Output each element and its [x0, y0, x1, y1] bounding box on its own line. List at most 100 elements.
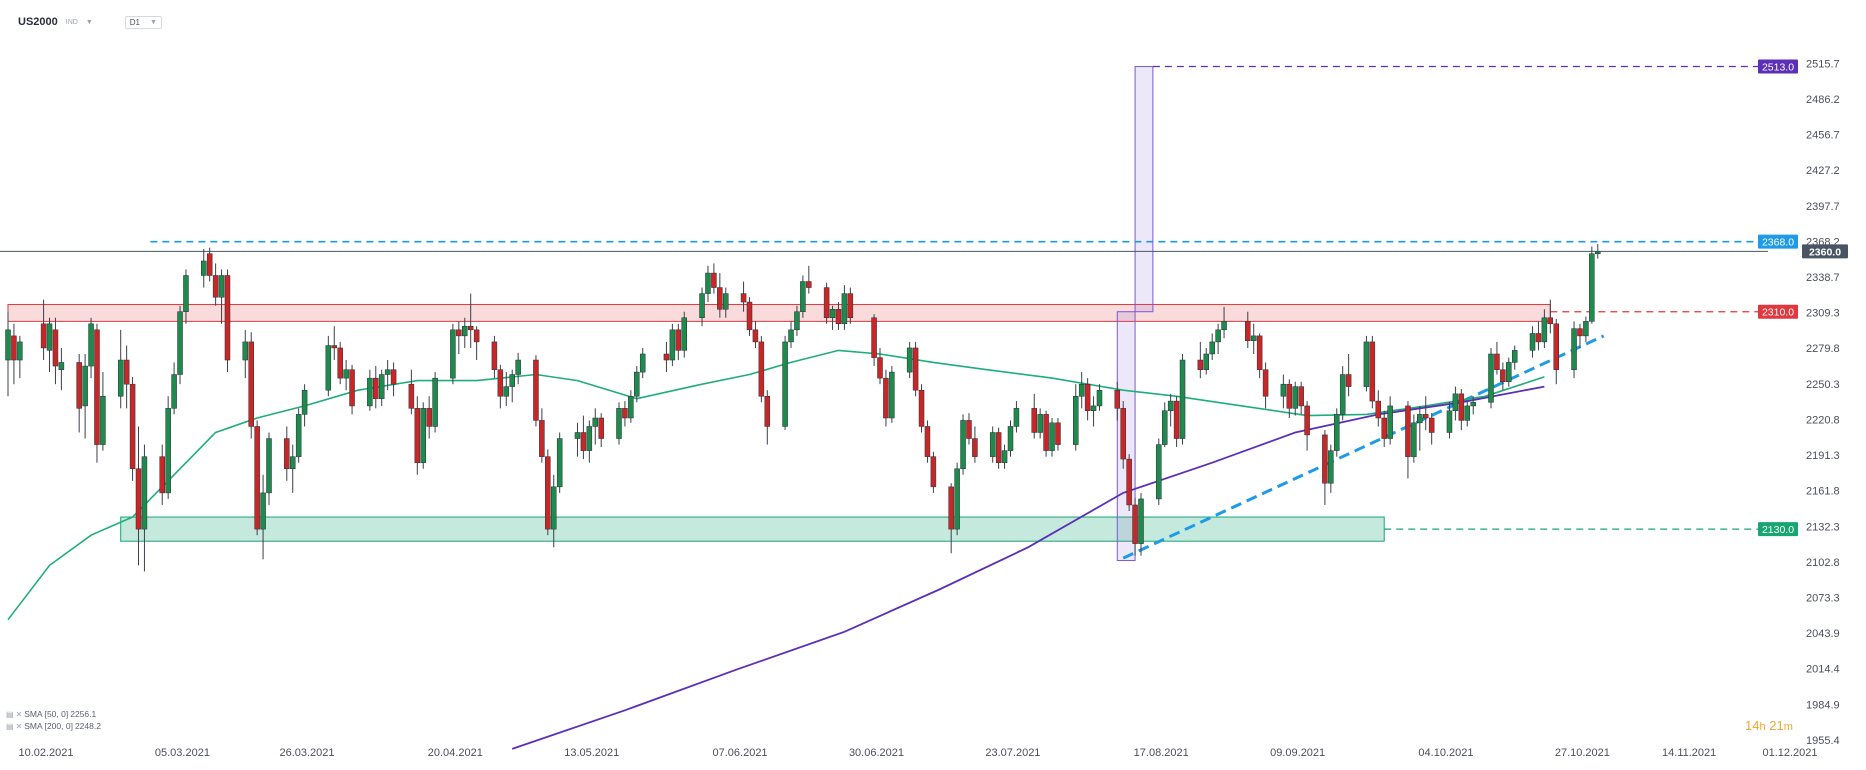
candle-down[interactable]	[622, 408, 628, 419]
candle-up[interactable]	[586, 426, 593, 451]
candle-down[interactable]	[52, 329, 59, 367]
candle-up[interactable]	[242, 341, 249, 361]
candle-up[interactable]	[509, 374, 515, 387]
candle-up[interactable]	[1073, 396, 1079, 445]
support-trendline[interactable]	[1122, 334, 1605, 560]
candle-down[interactable]	[1304, 405, 1310, 436]
candle-down[interactable]	[1120, 408, 1126, 460]
candle-up[interactable]	[462, 325, 468, 337]
close-icon[interactable]: ✕	[15, 709, 23, 719]
candle-down[interactable]	[373, 377, 379, 399]
candle-down[interactable]	[129, 383, 136, 469]
candle-down[interactable]	[972, 438, 978, 457]
candle-up[interactable]	[1334, 414, 1340, 451]
candle-down[interactable]	[408, 383, 415, 409]
candle-up[interactable]	[183, 275, 189, 312]
candle-down[interactable]	[1553, 323, 1559, 370]
candle-up[interactable]	[1363, 341, 1370, 387]
candle-up[interactable]	[1506, 362, 1512, 383]
candle-down[interactable]	[1084, 383, 1091, 412]
candle-down[interactable]	[491, 341, 498, 370]
candle-down[interactable]	[1262, 369, 1269, 397]
candle-down[interactable]	[717, 287, 723, 310]
candle-down[interactable]	[740, 293, 747, 303]
candle-down[interactable]	[76, 362, 82, 409]
candle-up[interactable]	[1464, 405, 1471, 421]
candle-down[interactable]	[995, 432, 1002, 463]
candle-up[interactable]	[829, 309, 836, 319]
candle-down[interactable]	[752, 329, 759, 343]
candle-down[interactable]	[135, 468, 142, 530]
candle-down[interactable]	[1197, 359, 1204, 370]
candle-down[interactable]	[497, 369, 504, 397]
candle-up[interactable]	[17, 341, 23, 361]
candle-up[interactable]	[1488, 353, 1494, 403]
candle-up[interactable]	[1529, 333, 1536, 351]
candle-down[interactable]	[871, 317, 877, 358]
candle-down[interactable]	[1577, 328, 1583, 337]
candle-down[interactable]	[473, 329, 480, 343]
candle-up[interactable]	[782, 341, 788, 427]
candle-up[interactable]	[1328, 450, 1334, 484]
candle-up[interactable]	[1250, 335, 1257, 341]
candle-up[interactable]	[841, 293, 848, 325]
candle-down[interactable]	[746, 301, 753, 331]
candle-up[interactable]	[1049, 422, 1055, 451]
candle-down[interactable]	[806, 281, 812, 288]
candle-down[interactable]	[414, 408, 421, 463]
candle-up[interactable]	[989, 432, 996, 457]
candle-up[interactable]	[367, 377, 373, 407]
candle-up[interactable]	[201, 260, 207, 276]
candle-up[interactable]	[1292, 386, 1298, 409]
candle-up[interactable]	[954, 468, 960, 530]
candle-up[interactable]	[343, 369, 349, 379]
candle-down[interactable]	[758, 341, 765, 397]
support-zone[interactable]	[120, 516, 1385, 542]
candle-down[interactable]	[94, 329, 100, 445]
settings-icon[interactable]: ▤	[6, 721, 14, 731]
candle-down[interactable]	[877, 357, 883, 379]
candle-down[interactable]	[675, 329, 682, 351]
candle-up[interactable]	[1156, 444, 1162, 500]
candle-up[interactable]	[550, 486, 557, 530]
candle-up[interactable]	[574, 432, 581, 439]
candle-down[interactable]	[533, 359, 539, 421]
candle-down[interactable]	[1256, 335, 1263, 370]
candle-up[interactable]	[260, 492, 266, 530]
candle-down[interactable]	[1500, 369, 1506, 383]
candle-down[interactable]	[847, 293, 854, 319]
candle-up[interactable]	[788, 329, 794, 343]
chevron-down-icon[interactable]: ▼	[85, 18, 93, 26]
candle-down[interactable]	[823, 287, 830, 319]
resistance-zone[interactable]	[7, 303, 1551, 322]
candle-up[interactable]	[960, 420, 966, 469]
candle-up[interactable]	[681, 317, 687, 351]
candle-down[interactable]	[1245, 321, 1251, 341]
candle-down[interactable]	[883, 377, 889, 419]
candle-up[interactable]	[100, 396, 106, 445]
candle-up[interactable]	[289, 456, 296, 469]
candle-up[interactable]	[1583, 321, 1589, 337]
candle-down[interactable]	[948, 486, 954, 530]
candle-up[interactable]	[141, 456, 148, 530]
candle-down[interactable]	[912, 347, 919, 391]
candle-down[interactable]	[711, 272, 717, 288]
candle-down[interactable]	[930, 456, 937, 488]
candle-up[interactable]	[1280, 383, 1287, 397]
candle-down[interactable]	[349, 369, 355, 407]
candle-down[interactable]	[663, 353, 670, 361]
candle-up[interactable]	[1411, 422, 1417, 457]
candle-down[interactable]	[159, 456, 165, 494]
candle-down[interactable]	[248, 341, 254, 427]
candle-up[interactable]	[639, 353, 646, 373]
candle-down[interactable]	[123, 359, 130, 385]
candle-down[interactable]	[1126, 458, 1132, 506]
candle-up[interactable]	[800, 281, 806, 312]
candle-up[interactable]	[503, 386, 510, 397]
candle-up[interactable]	[420, 408, 426, 463]
candle-up[interactable]	[1209, 341, 1215, 355]
candle-up[interactable]	[1001, 450, 1008, 463]
candle-down[interactable]	[254, 426, 260, 530]
candle-up[interactable]	[1595, 251, 1601, 254]
